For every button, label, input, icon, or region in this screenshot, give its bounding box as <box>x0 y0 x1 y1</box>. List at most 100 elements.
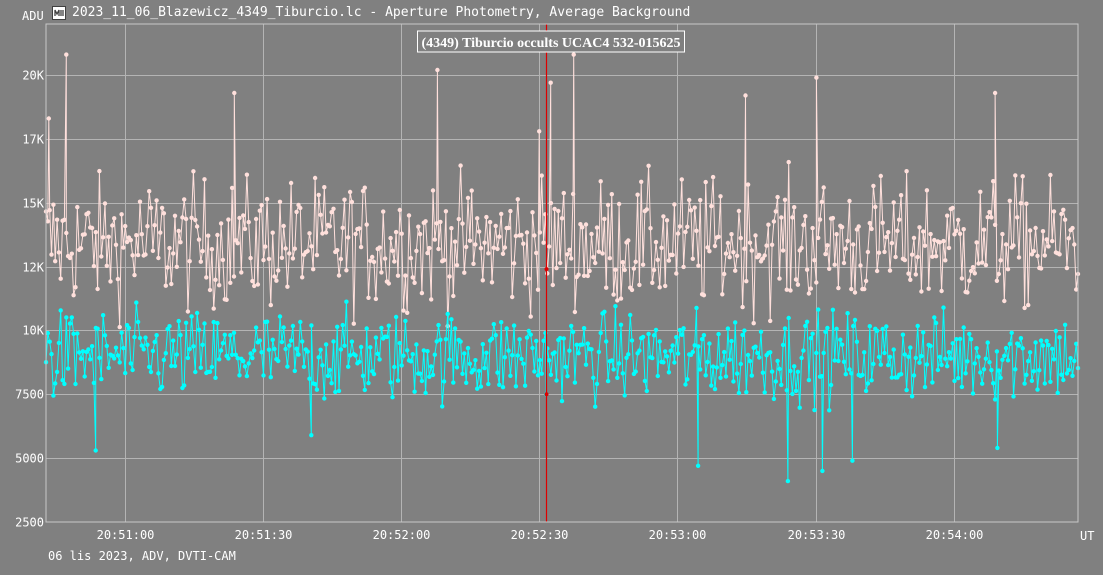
data-point <box>622 267 627 273</box>
data-point <box>401 308 406 313</box>
background-series <box>43 299 1081 484</box>
data-point <box>167 245 172 251</box>
data-point <box>670 343 675 348</box>
data-point <box>145 224 150 229</box>
data-point <box>231 274 237 279</box>
data-point <box>410 275 415 280</box>
data-point <box>629 338 635 343</box>
data-point <box>563 364 568 370</box>
data-point <box>1040 343 1046 348</box>
data-point <box>141 347 146 352</box>
data-point <box>698 197 703 203</box>
data-point <box>930 380 935 385</box>
data-point <box>46 116 51 121</box>
data-point <box>745 352 751 358</box>
data-point <box>690 349 695 355</box>
data-point <box>666 370 672 375</box>
data-point <box>642 378 648 384</box>
data-point <box>709 383 714 388</box>
data-point <box>924 188 930 193</box>
data-point <box>1044 237 1049 242</box>
data-point <box>679 332 684 337</box>
data-point <box>843 246 848 251</box>
data-point <box>909 394 915 399</box>
data-point <box>980 260 985 265</box>
data-point <box>994 278 1000 283</box>
data-point <box>978 370 983 375</box>
data-point <box>710 364 716 369</box>
y-tick-label: 17K <box>22 133 44 147</box>
data-point <box>876 250 882 255</box>
data-point <box>933 254 939 259</box>
data-point <box>82 232 87 237</box>
data-point <box>856 224 861 229</box>
data-point <box>819 374 824 379</box>
data-point <box>486 381 491 387</box>
data-point <box>880 326 885 332</box>
data-point <box>922 384 928 390</box>
data-point <box>873 204 878 210</box>
data-point <box>1016 343 1022 348</box>
data-point <box>207 287 213 293</box>
data-point <box>228 280 233 285</box>
data-point <box>898 193 904 198</box>
data-point <box>429 364 434 369</box>
data-point <box>91 380 97 386</box>
data-point <box>1053 328 1059 334</box>
data-point <box>532 369 537 374</box>
data-point <box>1048 172 1053 178</box>
data-point <box>499 320 504 325</box>
data-point <box>475 216 480 221</box>
data-point <box>215 320 220 326</box>
data-point <box>287 343 292 348</box>
data-point <box>950 205 955 211</box>
data-point <box>968 268 974 274</box>
data-point <box>889 375 895 380</box>
data-point <box>123 223 128 229</box>
data-point <box>476 368 482 374</box>
data-point <box>366 380 371 386</box>
data-point <box>246 361 251 366</box>
data-point <box>1070 373 1075 378</box>
data-point <box>992 397 998 402</box>
data-point <box>438 219 443 225</box>
data-point <box>281 325 286 330</box>
data-point <box>395 378 401 383</box>
data-point <box>722 349 727 355</box>
data-point <box>358 244 364 250</box>
data-point <box>176 318 181 324</box>
data-point <box>412 389 417 394</box>
data-point <box>454 263 460 268</box>
data-point <box>1050 346 1055 351</box>
data-point <box>406 213 412 218</box>
data-point <box>397 207 402 213</box>
data-point <box>618 322 624 327</box>
data-point <box>782 197 788 202</box>
data-point <box>259 350 264 355</box>
data-point <box>1042 253 1048 258</box>
data-point <box>580 342 585 347</box>
data-point <box>749 248 754 253</box>
data-point <box>941 305 946 310</box>
data-point <box>189 215 194 220</box>
data-point <box>718 194 723 199</box>
data-point <box>775 194 780 200</box>
data-point <box>733 320 738 325</box>
data-point <box>484 214 489 220</box>
data-point <box>780 342 786 348</box>
data-point <box>917 225 922 230</box>
data-point <box>801 348 806 353</box>
data-point <box>156 371 161 376</box>
data-point <box>362 185 367 190</box>
data-point <box>414 342 419 347</box>
data-point <box>865 249 871 255</box>
data-point <box>1000 357 1005 362</box>
data-point <box>965 290 970 295</box>
data-point <box>777 366 782 372</box>
data-point <box>143 335 148 340</box>
data-point <box>895 228 900 233</box>
data-point <box>56 340 62 346</box>
data-point <box>322 396 327 401</box>
data-point <box>272 274 277 279</box>
